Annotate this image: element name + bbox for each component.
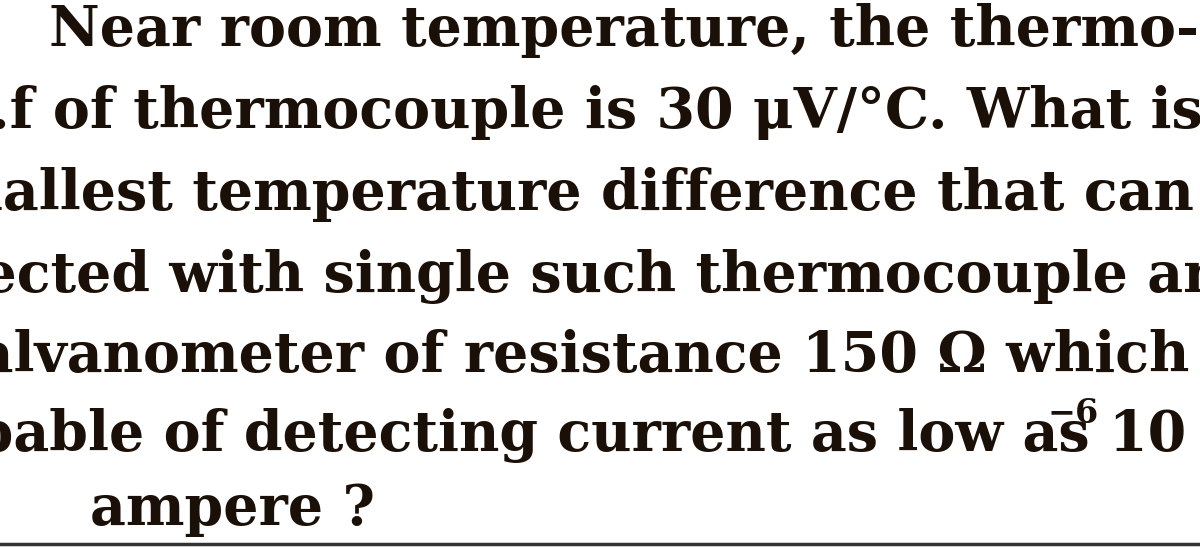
Text: −6: −6 xyxy=(1048,397,1099,430)
Text: Near room temperature, the thermo-: Near room temperature, the thermo- xyxy=(49,3,1199,58)
Text: ampere ?: ampere ? xyxy=(90,482,374,537)
Text: galvanometer of resistance 150 Ω which is: galvanometer of resistance 150 Ω which i… xyxy=(0,329,1200,384)
Text: e.m.f of thermocouple is 30 μV/°C. What is the: e.m.f of thermocouple is 30 μV/°C. What … xyxy=(0,85,1200,140)
Text: smallest temperature difference that can be: smallest temperature difference that can… xyxy=(0,167,1200,222)
Text: capable of detecting current as low as 10: capable of detecting current as low as 1… xyxy=(0,408,1187,463)
Text: detected with single such thermocouple and a: detected with single such thermocouple a… xyxy=(0,249,1200,304)
